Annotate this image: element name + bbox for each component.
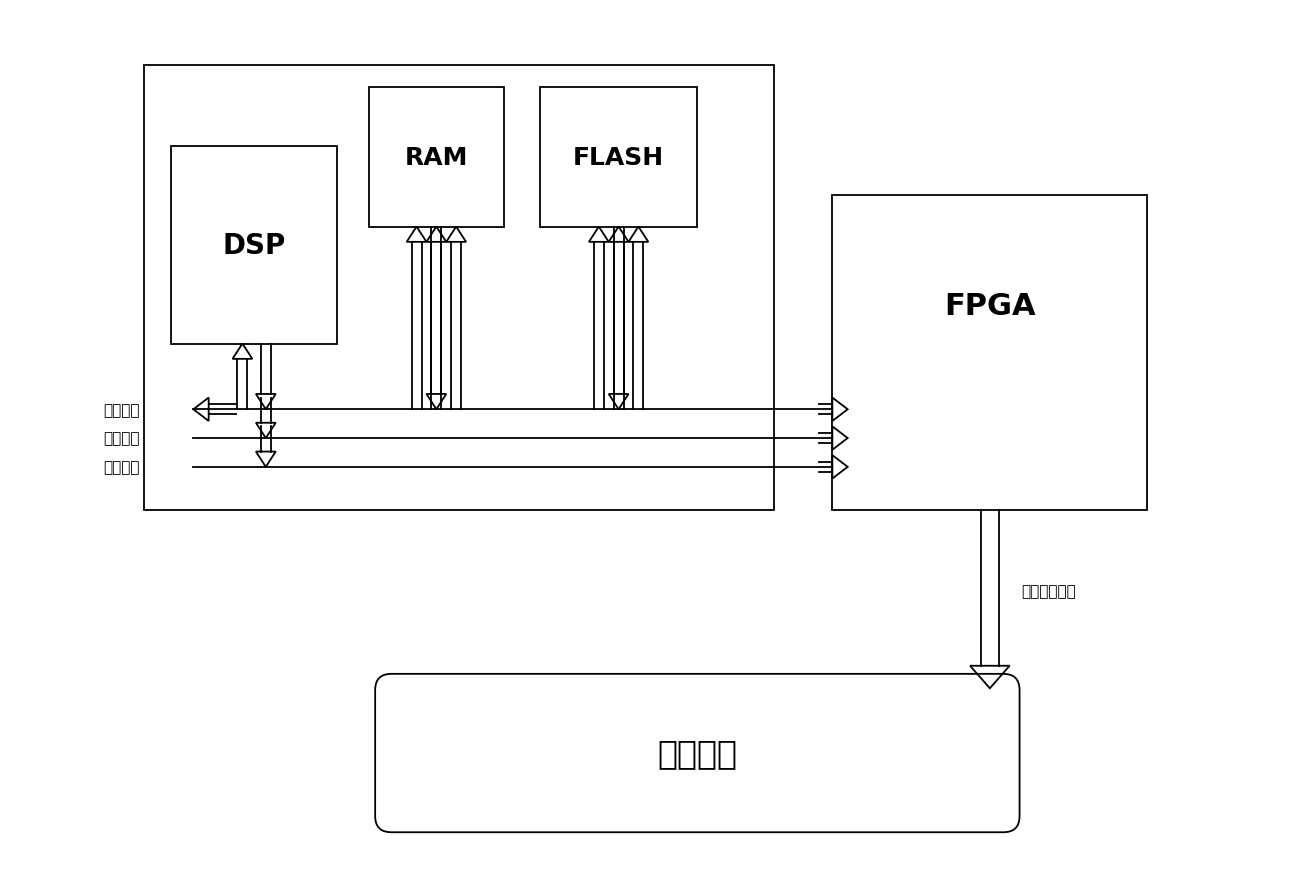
Text: 接口电路: 接口电路 — [658, 737, 738, 770]
Text: FPGA: FPGA — [944, 291, 1036, 320]
Text: 控制总线: 控制总线 — [103, 460, 140, 475]
Text: RAM: RAM — [404, 146, 468, 169]
Bar — [368, 88, 504, 227]
Bar — [143, 66, 774, 510]
Bar — [540, 88, 698, 227]
Text: FLASH: FLASH — [574, 146, 664, 169]
Text: 逻辑控制信号: 逻辑控制信号 — [1022, 584, 1076, 599]
Text: 数据总线: 数据总线 — [103, 402, 140, 417]
Text: 地址总线: 地址总线 — [103, 431, 140, 446]
Bar — [832, 196, 1147, 510]
Bar — [171, 147, 337, 344]
FancyBboxPatch shape — [375, 674, 1019, 832]
Text: DSP: DSP — [222, 231, 286, 259]
